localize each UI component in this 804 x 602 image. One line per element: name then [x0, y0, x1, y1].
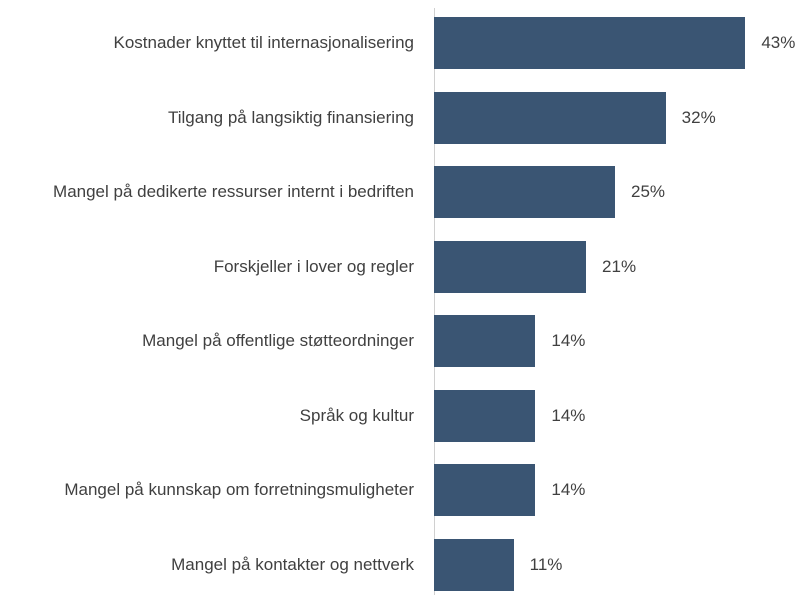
- category-label: Språk og kultur: [300, 379, 414, 453]
- value-label: 43%: [761, 33, 796, 53]
- category-label: Kostnader knyttet til internasjonaliseri…: [114, 6, 415, 80]
- bar: [434, 464, 536, 517]
- category-text: Mangel på kontakter og nettverk: [171, 554, 414, 574]
- category-label: Mangel på offentlige støtteordninger: [142, 304, 414, 378]
- bar: [434, 91, 666, 144]
- value-label: 21%: [602, 256, 637, 276]
- category-text: Mangel på dedikerte ressurser internt i …: [53, 182, 414, 202]
- value-label: 14%: [551, 331, 586, 351]
- bar: [434, 240, 587, 293]
- category-label: Mangel på kunnskap om forretningsmulighe…: [64, 453, 414, 527]
- bar: [434, 17, 746, 70]
- category-label: Mangel på kontakter og nettverk: [171, 528, 414, 602]
- category-label: Forskjeller i lover og regler: [214, 230, 414, 304]
- category-text: Kostnader knyttet til internasjonaliseri…: [113, 33, 415, 53]
- bar: [434, 538, 514, 591]
- category-text: Mangel på kunnskap om forretningsmulighe…: [64, 480, 414, 500]
- category-text: Forskjeller i lover og regler: [213, 256, 414, 276]
- value-label: 25%: [631, 182, 666, 202]
- value-label: 14%: [551, 405, 586, 425]
- value-label: 14%: [551, 480, 586, 500]
- bar: [434, 315, 536, 368]
- category-text: Mangel på offentlige støtteordninger: [142, 331, 414, 351]
- category-axis: [434, 8, 435, 595]
- category-text: Språk og kultur: [299, 405, 414, 425]
- category-label: Mangel på dedikerte ressurser internt i …: [53, 155, 414, 229]
- value-label: 32%: [681, 107, 716, 127]
- bar: [434, 389, 536, 442]
- category-text: Tilgang på langsiktig finansiering: [167, 107, 414, 127]
- category-label: Tilgang på langsiktig finansiering: [168, 81, 414, 155]
- bar: [434, 166, 615, 219]
- value-label: 11%: [529, 554, 563, 574]
